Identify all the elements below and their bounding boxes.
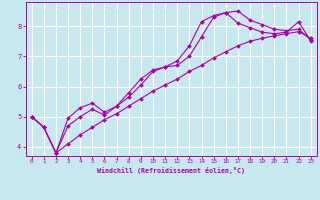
X-axis label: Windchill (Refroidissement éolien,°C): Windchill (Refroidissement éolien,°C): [97, 167, 245, 174]
